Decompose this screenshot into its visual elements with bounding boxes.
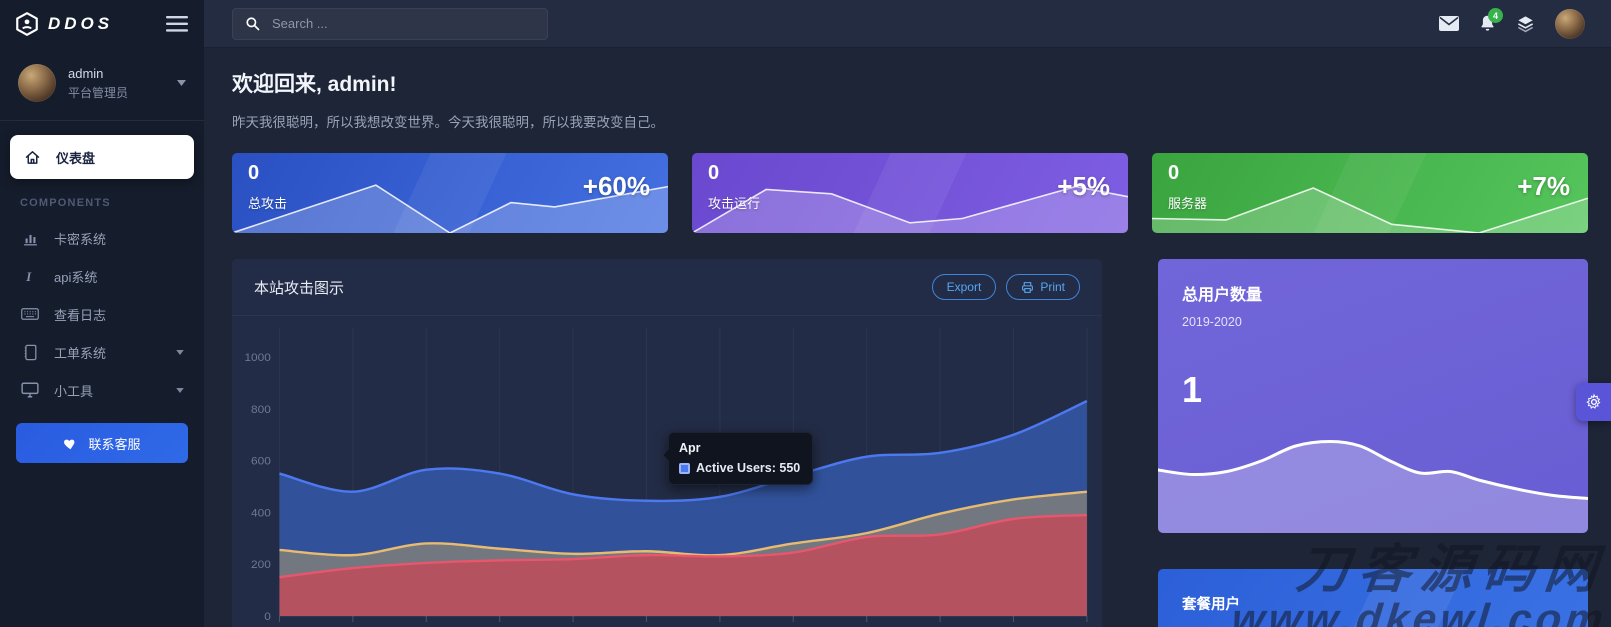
settings-fab[interactable] [1576, 383, 1611, 421]
stat-value: 0 [248, 162, 260, 184]
svg-text:1000: 1000 [244, 352, 270, 364]
home-icon [22, 149, 42, 166]
svg-text:400: 400 [251, 508, 271, 520]
mail-icon[interactable] [1439, 16, 1459, 31]
printer-icon [1021, 281, 1034, 294]
chevron-down-icon[interactable] [177, 80, 186, 86]
chart-tooltip: Apr Active Users: 550 [668, 432, 814, 485]
brand-name: DDOS [48, 14, 114, 33]
stat-sparkline [692, 175, 1128, 233]
notification-badge: 4 [1488, 8, 1503, 23]
content: 欢迎回来, admin! 昨天我很聪明，所以我想改变世界。今天我很聪明，所以我要… [204, 48, 1611, 627]
stat-card-0: 0 总攻击 +60% [232, 153, 668, 233]
lower-row: 本站攻击图示 Export Pri [232, 259, 1588, 627]
stat-label: 攻击运行 [708, 196, 761, 211]
sidebar-item-tickets[interactable]: 工单系统 [0, 333, 204, 371]
svg-text:200: 200 [251, 560, 271, 572]
user-role: 平台管理员 [68, 85, 129, 100]
stat-value: 0 [1168, 162, 1180, 184]
sidebar-header: DDOS [0, 0, 204, 48]
stat-cards-row: 0 总攻击 +60% 0 攻击运行 +5% 0 服务器 +7% [232, 153, 1588, 233]
stat-card-2: 0 服务器 +7% [1152, 153, 1588, 233]
nav-section-label: COMPONENTS [20, 197, 111, 209]
sidebar-item-label: 小工具 [54, 383, 94, 399]
sidebar-item-label: 仪表盘 [56, 150, 96, 166]
stat-card-1: 0 攻击运行 +5% [692, 153, 1128, 233]
print-button[interactable]: Print [1006, 274, 1080, 300]
page-title: 欢迎回来, admin! [232, 73, 397, 96]
sidebar-item-label: 查看日志 [54, 307, 107, 323]
chart-card-header: 本站攻击图示 Export Pri [232, 259, 1102, 316]
attack-chart[interactable]: 1000 800 600 400 200 0 Apr Active Users: 550 [232, 316, 1102, 627]
sidebar-item-logs[interactable]: 查看日志 [0, 295, 204, 333]
layers-icon[interactable] [1516, 14, 1535, 33]
svg-text:800: 800 [251, 404, 271, 416]
stat-delta: +5% [1057, 171, 1110, 201]
brand-logo[interactable]: DDOS [14, 11, 113, 37]
stat-label: 服务器 [1168, 196, 1208, 211]
topbar-actions: 4 [1439, 8, 1585, 39]
stat-label: 总攻击 [248, 196, 288, 211]
book-icon [20, 344, 40, 361]
stat-sparkline [232, 175, 668, 233]
sidebar-item-label: api系统 [54, 269, 98, 285]
sidebar-item-dashboard[interactable]: 仪表盘 [10, 135, 194, 179]
topbar: 4 [204, 0, 1611, 48]
chevron-down-icon[interactable] [176, 387, 184, 393]
users-wave-chart [1158, 383, 1588, 533]
stat-value: 0 [708, 162, 720, 184]
hamburger-menu-icon[interactable] [166, 16, 188, 32]
monitor-icon [20, 382, 40, 398]
search-input[interactable] [272, 16, 535, 31]
heart-icon [63, 436, 78, 450]
stat-sparkline [1152, 175, 1588, 233]
main-area: 4 欢迎回来, admin! 昨天我很聪明，所以我想改变世界。今天我很聪明，所以… [204, 0, 1611, 627]
chevron-down-icon[interactable] [176, 349, 184, 355]
sidebar-item-card-system[interactable]: 卡密系统 [0, 219, 204, 257]
users-card-title: 总用户数量 [1182, 287, 1263, 304]
svg-text:0: 0 [264, 611, 271, 623]
total-users-card: 总用户数量 2019-2020 1 [1158, 259, 1588, 533]
search-box [232, 7, 548, 40]
chart-title: 本站攻击图示 [254, 279, 345, 297]
page-subtitle: 昨天我很聪明，所以我想改变世界。今天我很聪明，所以我要改变自己。 [232, 115, 664, 130]
stat-delta: +7% [1517, 171, 1570, 201]
sidebar-user-profile[interactable]: admin 平台管理员 [0, 48, 204, 121]
bell-icon[interactable]: 4 [1479, 8, 1503, 33]
chart-icon [20, 230, 40, 247]
attack-chart-svg: 1000 800 600 400 200 0 [244, 328, 1088, 623]
package-card-title: 套餐用户 [1182, 597, 1240, 613]
user-avatar [18, 64, 56, 102]
sidebar-item-label: 卡密系统 [54, 231, 107, 247]
attack-chart-card: 本站攻击图示 Export Pri [232, 259, 1102, 627]
sidebar-item-tools[interactable]: 小工具 [0, 371, 204, 409]
hexagon-logo-icon [14, 11, 40, 37]
contact-support-button[interactable]: 联系客服 [16, 423, 188, 463]
users-card-subtitle: 2019-2020 [1182, 315, 1242, 329]
topbar-avatar[interactable] [1555, 8, 1585, 39]
export-button[interactable]: Export [931, 274, 997, 300]
right-column: 总用户数量 2019-2020 1 套餐用户 [1158, 259, 1588, 627]
users-card-value: 1 [1182, 369, 1203, 410]
sidebar-item-label: 工单系统 [54, 345, 107, 361]
keyboard-icon [20, 307, 40, 321]
user-name: admin [68, 65, 104, 81]
search-icon [245, 16, 260, 31]
gear-icon [1585, 393, 1603, 411]
svg-text:I: I [25, 269, 32, 283]
stat-delta: +60% [582, 171, 650, 201]
italic-icon: I [20, 268, 40, 285]
svg-text:600: 600 [251, 456, 271, 468]
tooltip-series-marker [679, 462, 690, 474]
package-users-card: 套餐用户 [1158, 569, 1588, 627]
